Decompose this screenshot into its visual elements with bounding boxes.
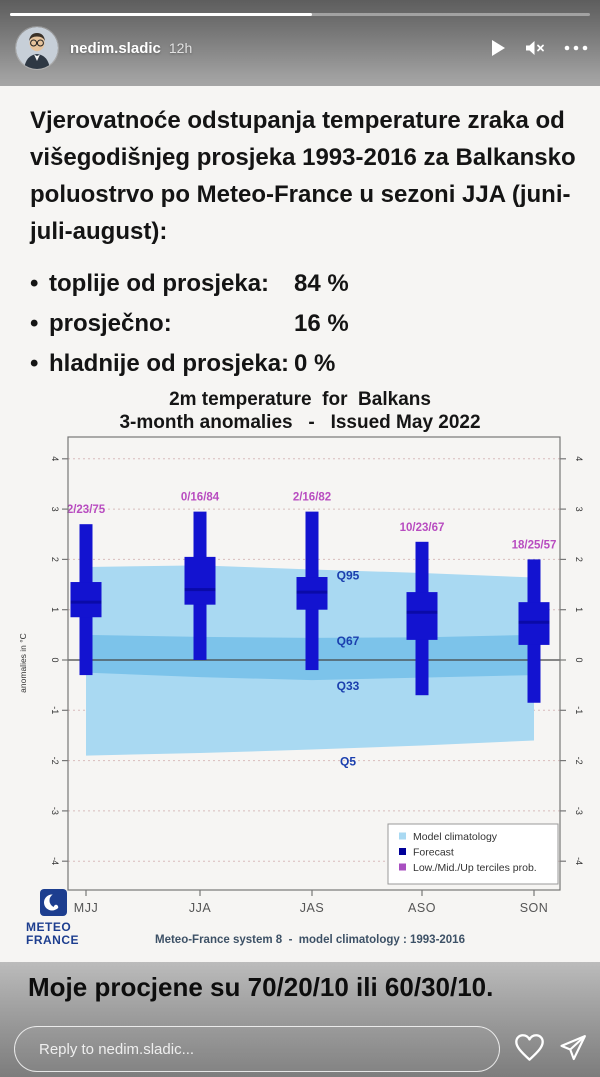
y-axis-title: anomalies in °C xyxy=(18,633,28,693)
meteo-france-logo: METEO FRANCE xyxy=(26,889,96,947)
svg-text:0: 0 xyxy=(50,657,60,662)
bullet-value: 84 % xyxy=(294,270,349,297)
play-icon[interactable] xyxy=(490,39,506,57)
meteo-france-logo-icon xyxy=(40,889,67,916)
footer-note: Moje procjene su 70/20/10 ili 60/30/10. xyxy=(28,972,494,1002)
like-heart-icon[interactable] xyxy=(513,1031,546,1069)
bullet-value: 16 % xyxy=(294,310,349,337)
svg-text:-3: -3 xyxy=(574,807,584,815)
tercile-labels: 2/23/75 0/16/84 2/16/82 10/23/67 18/25/57 xyxy=(67,492,557,552)
svg-text:18/25/57: 18/25/57 xyxy=(512,539,557,551)
svg-text:SON: SON xyxy=(520,901,549,915)
story-progress-fill xyxy=(10,13,312,16)
svg-text:anomalies in °C: anomalies in °C xyxy=(18,633,28,693)
svg-text:-2: -2 xyxy=(50,757,60,765)
bullet-label: toplije od prosjeka: xyxy=(49,270,270,297)
list-item: toplije od prosjeka: 84 % xyxy=(30,264,570,304)
x-axis: MJJ JJA JAS ASO SON xyxy=(74,890,549,915)
svg-text:0/16/84: 0/16/84 xyxy=(181,492,220,504)
more-options-icon[interactable] xyxy=(564,45,588,51)
reply-bar xyxy=(14,1026,500,1072)
svg-text:-4: -4 xyxy=(50,857,60,865)
svg-text:4: 4 xyxy=(574,456,584,461)
svg-text:-2: -2 xyxy=(574,757,584,765)
svg-text:-3: -3 xyxy=(50,807,60,815)
svg-text:Q33: Q33 xyxy=(337,679,360,693)
svg-text:1: 1 xyxy=(574,607,584,612)
meteo-france-logo-text: METEO FRANCE xyxy=(26,920,79,947)
reply-input[interactable] xyxy=(37,1039,461,1059)
bullet-label: hladnije od prosjeka: xyxy=(49,350,290,377)
share-icon[interactable] xyxy=(558,1033,588,1068)
svg-text:JJA: JJA xyxy=(189,901,212,915)
mute-icon[interactable] xyxy=(524,39,546,57)
svg-text:JAS: JAS xyxy=(300,901,324,915)
svg-text:0: 0 xyxy=(574,657,584,662)
svg-text:Q67: Q67 xyxy=(337,634,360,648)
story-progress-bar[interactable] xyxy=(10,13,590,16)
svg-text:3: 3 xyxy=(574,507,584,512)
svg-text:1: 1 xyxy=(50,607,60,612)
plot-border xyxy=(67,436,561,891)
svg-text:3: 3 xyxy=(50,507,60,512)
chart-caption: Meteo-France system 8 - model climatolog… xyxy=(155,934,465,946)
svg-text:2: 2 xyxy=(50,557,60,562)
svg-text:10/23/67: 10/23/67 xyxy=(400,522,445,534)
list-item: prosječno: 16 % xyxy=(30,304,570,344)
forecast-chart: 2m temperature for Balkans 3-month anoma… xyxy=(10,383,590,962)
svg-text:MJJ: MJJ xyxy=(74,901,98,915)
svg-text:2: 2 xyxy=(574,557,584,562)
svg-text:Q95: Q95 xyxy=(337,568,360,582)
svg-text:-1: -1 xyxy=(50,706,60,714)
svg-text:Model climatology: Model climatology xyxy=(413,831,498,843)
y-axis: -4 -4 -3 -3 -2 -2 -1 -1 0 0 1 1 2 2 3 3 4 4 xyxy=(50,456,584,865)
list-item: hladnije od prosjeka: 0 % xyxy=(30,344,570,384)
svg-text:Low./Mid./Up terciles prob.: Low./Mid./Up terciles prob. xyxy=(413,862,537,874)
legend: Model climatology Forecast Low./Mid./Up te… xyxy=(387,823,559,885)
bullet-label: prosječno: xyxy=(49,310,172,337)
avatar-image xyxy=(16,27,58,69)
story-timestamp: 12h xyxy=(168,40,193,56)
forecast-chart-svg: Q95 Q67 Q33 Q5 2/23/75 0/16/84 2/16/82 10/23/67… xyxy=(18,436,584,915)
story-header: nedim.sladic 12h xyxy=(16,26,588,70)
svg-text:2/16/82: 2/16/82 xyxy=(293,492,331,504)
avatar[interactable] xyxy=(16,27,58,69)
post-paragraph: Vjerovatnoće odstupanja temperature zrak… xyxy=(30,107,576,245)
svg-text:-1: -1 xyxy=(574,706,584,714)
header-icons xyxy=(490,39,588,57)
svg-text:-4: -4 xyxy=(574,857,584,865)
bullet-value: 0 % xyxy=(294,350,336,377)
svg-text:4: 4 xyxy=(50,456,60,461)
chart-title-line1: 2m temperature for Balkans xyxy=(169,389,431,410)
story-content-card: Vjerovatnoće odstupanja temperature zrak… xyxy=(0,86,600,962)
username[interactable]: nedim.sladic xyxy=(70,39,161,57)
probability-list: toplije od prosjeka: 84 % prosječno: 16 … xyxy=(30,264,570,384)
svg-text:ASO: ASO xyxy=(408,901,436,915)
forecast-boxes xyxy=(70,511,550,703)
svg-text:Forecast: Forecast xyxy=(413,847,454,859)
svg-text:Q5: Q5 xyxy=(340,755,356,769)
chart-title-line2: 3-month anomalies - Issued May 2022 xyxy=(119,412,481,433)
svg-text:2/23/75: 2/23/75 xyxy=(67,504,106,516)
quantile-labels: Q95 Q67 Q33 Q5 xyxy=(337,568,360,768)
